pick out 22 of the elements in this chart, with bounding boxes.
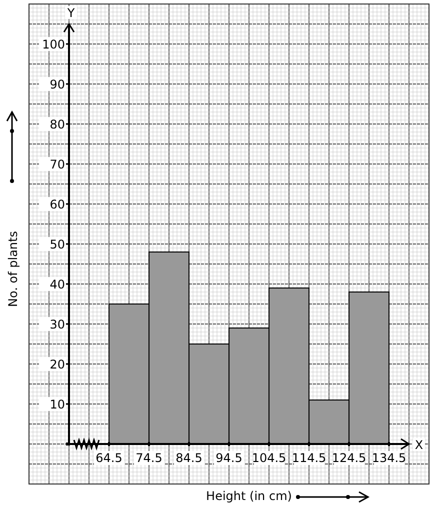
y-tick-label: 70 [50, 158, 65, 172]
y-tick-label: 50 [50, 238, 65, 252]
x-tick-label: 124.5 [332, 451, 366, 465]
text: Y [66, 6, 76, 20]
x-tick-label: 114.5 [292, 451, 326, 465]
y-axis-title: No. of plants [6, 231, 20, 307]
y-tick-label: 40 [50, 278, 65, 292]
x-axis-title: Height (in cm) [206, 489, 292, 503]
x-tick-label: 104.5 [252, 451, 286, 465]
y-tick-label: 60 [50, 198, 65, 212]
y-tick-label: 10 [50, 398, 65, 412]
text: X [414, 438, 424, 452]
x-tick-label: 74.5 [136, 451, 162, 465]
y-tick-label: 80 [50, 118, 65, 132]
y-tick-label: 30 [50, 318, 65, 332]
x-tick-label: 134.5 [372, 451, 406, 465]
y-tick-label: 100 [42, 38, 65, 52]
x-tick-label: 64.5 [96, 451, 122, 465]
x-tick-label: 84.5 [176, 451, 202, 465]
y-tick-label: 20 [50, 358, 65, 372]
y-tick-label: 90 [50, 78, 65, 92]
x-tick-label: 94.5 [216, 451, 242, 465]
